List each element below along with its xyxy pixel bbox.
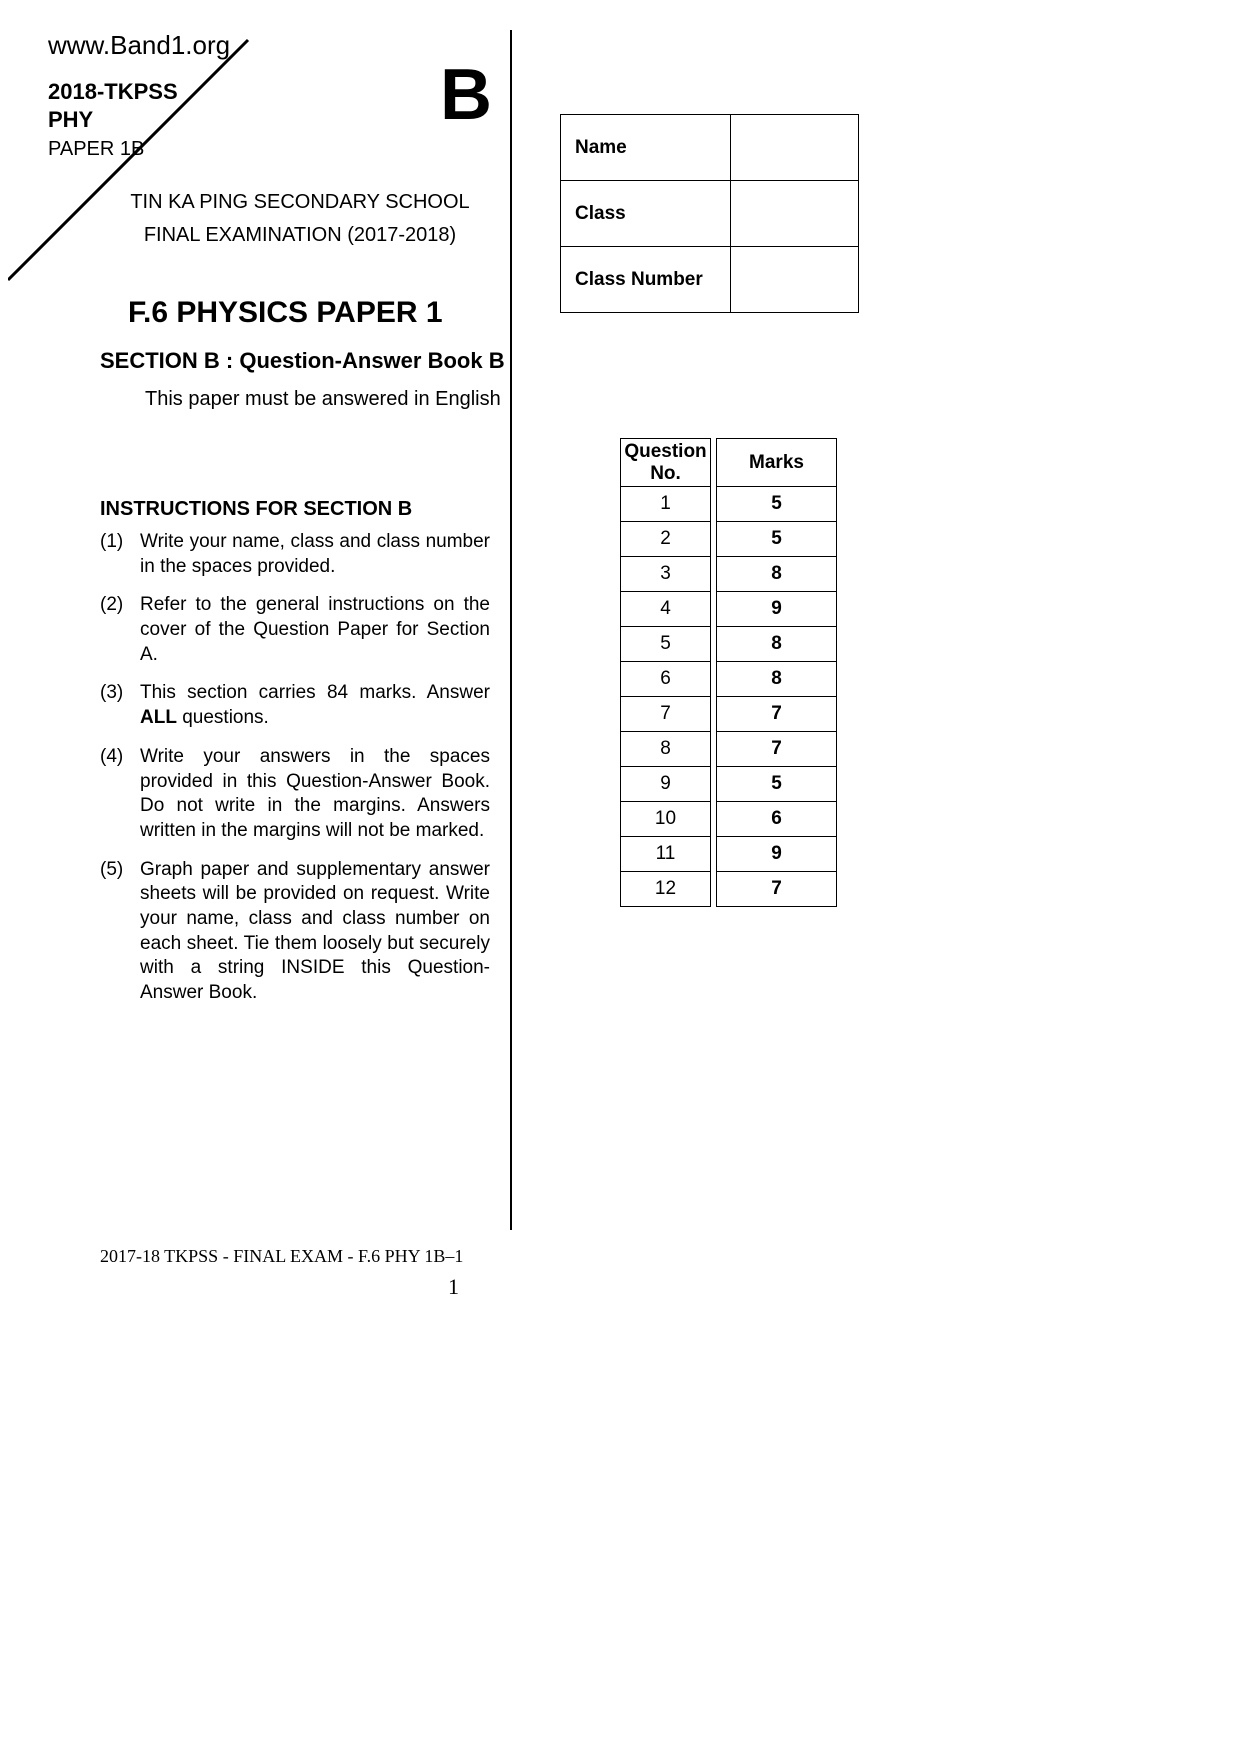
- student-info-table: Name Class Class Number: [560, 114, 859, 313]
- question-no-cell: 10: [621, 802, 711, 837]
- instruction-item: (3) This section carries 84 marks. Answe…: [100, 681, 490, 730]
- table-row: 38: [621, 557, 837, 592]
- class-number-label: Class Number: [561, 247, 731, 313]
- instructions-list: (1) Write your name, class and class num…: [100, 530, 490, 1020]
- marks-cell: 5: [717, 522, 837, 557]
- question-no-header: QuestionNo.: [621, 439, 711, 487]
- marks-header-row: QuestionNo. Marks: [621, 439, 837, 487]
- table-row: 77: [621, 697, 837, 732]
- instruction-text: Write your name, class and class number …: [140, 530, 490, 579]
- name-label: Name: [561, 115, 731, 181]
- instruction-num: (2): [100, 593, 140, 667]
- marks-cell: 5: [717, 487, 837, 522]
- instruction-num: (4): [100, 745, 140, 844]
- instruction-item: (2) Refer to the general instructions on…: [100, 593, 490, 667]
- paper-label: PAPER 1B: [48, 138, 144, 161]
- name-field[interactable]: [731, 115, 859, 181]
- page-number: 1: [448, 1274, 459, 1300]
- instruction-num: (5): [100, 858, 140, 1006]
- question-no-cell: 2: [621, 522, 711, 557]
- exam-cover-page: www.Band1.org 2018-TKPSS PHY PAPER 1B B …: [0, 0, 1240, 1754]
- instruction-item: (4) Write your answers in the spaces pro…: [100, 745, 490, 844]
- table-row: 95: [621, 767, 837, 802]
- marks-cell: 7: [717, 697, 837, 732]
- instructions-heading: INSTRUCTIONS FOR SECTION B: [100, 498, 412, 521]
- table-row: 106: [621, 802, 837, 837]
- english-note: This paper must be answered in English: [145, 388, 501, 411]
- table-row: Name: [561, 115, 859, 181]
- footer-text: 2017-18 TKPSS - FINAL EXAM - F.6 PHY 1B–…: [100, 1246, 463, 1267]
- marks-table: QuestionNo. Marks 1525384958687787951061…: [620, 438, 837, 907]
- instruction-text: Refer to the general instructions on the…: [140, 593, 490, 667]
- instruction-num: (1): [100, 530, 140, 579]
- class-number-field[interactable]: [731, 247, 859, 313]
- exam-code-line1: 2018-TKPSS: [48, 79, 178, 104]
- question-no-cell: 9: [621, 767, 711, 802]
- table-row: 127: [621, 872, 837, 907]
- question-no-cell: 7: [621, 697, 711, 732]
- class-field[interactable]: [731, 181, 859, 247]
- exam-name: FINAL EXAMINATION (2017-2018): [110, 219, 490, 252]
- question-no-cell: 6: [621, 662, 711, 697]
- table-row: 25: [621, 522, 837, 557]
- website-url: www.Band1.org: [48, 30, 230, 61]
- marks-cell: 5: [717, 767, 837, 802]
- question-no-cell: 1: [621, 487, 711, 522]
- school-block: TIN KA PING SECONDARY SCHOOL FINAL EXAMI…: [110, 186, 490, 252]
- question-no-cell: 3: [621, 557, 711, 592]
- instruction-item: (5) Graph paper and supplementary answer…: [100, 858, 490, 1006]
- section-title: SECTION B : Question-Answer Book B: [100, 348, 505, 374]
- instruction-text: Graph paper and supplementary answer she…: [140, 858, 490, 1006]
- marks-cell: 6: [717, 802, 837, 837]
- corner-letter: B: [440, 54, 492, 136]
- table-row: 119: [621, 837, 837, 872]
- school-name: TIN KA PING SECONDARY SCHOOL: [110, 186, 490, 219]
- marks-cell: 9: [717, 592, 837, 627]
- table-row: 15: [621, 487, 837, 522]
- marks-cell: 8: [717, 557, 837, 592]
- instruction-item: (1) Write your name, class and class num…: [100, 530, 490, 579]
- class-label: Class: [561, 181, 731, 247]
- marks-cell: 8: [717, 627, 837, 662]
- marks-cell: 7: [717, 732, 837, 767]
- table-row: 49: [621, 592, 837, 627]
- marks-cell: 7: [717, 872, 837, 907]
- question-no-cell: 11: [621, 837, 711, 872]
- question-no-cell: 8: [621, 732, 711, 767]
- marks-header: Marks: [717, 439, 837, 487]
- vertical-divider: [510, 30, 512, 1230]
- instruction-num: (3): [100, 681, 140, 730]
- marks-cell: 9: [717, 837, 837, 872]
- exam-code: 2018-TKPSS PHY: [48, 78, 178, 133]
- instruction-text: Write your answers in the spaces provide…: [140, 745, 490, 844]
- question-no-cell: 12: [621, 872, 711, 907]
- table-row: 87: [621, 732, 837, 767]
- question-no-cell: 4: [621, 592, 711, 627]
- table-row: 58: [621, 627, 837, 662]
- table-row: 68: [621, 662, 837, 697]
- exam-code-line2: PHY: [48, 107, 93, 132]
- marks-cell: 8: [717, 662, 837, 697]
- instruction-text: This section carries 84 marks. Answer AL…: [140, 681, 490, 730]
- table-row: Class Number: [561, 247, 859, 313]
- table-row: Class: [561, 181, 859, 247]
- main-title: F.6 PHYSICS PAPER 1: [128, 296, 443, 330]
- question-no-cell: 5: [621, 627, 711, 662]
